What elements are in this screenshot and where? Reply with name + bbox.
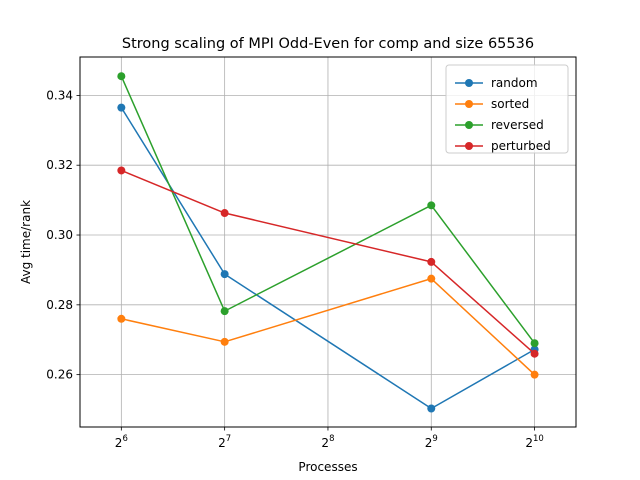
legend-item-random: random [455, 76, 538, 90]
sorted-line [121, 277, 536, 376]
x-axis-label: Processes [298, 460, 357, 474]
random-line [120, 107, 535, 410]
legend-item-perturbed: perturbed [455, 139, 551, 153]
legend-swatch-marker [465, 142, 473, 150]
chart-title: Strong scaling of MPI Odd-Even for comp … [122, 36, 534, 52]
legend-item-reversed: reversed [455, 118, 544, 132]
sorted-point [117, 314, 126, 323]
reversed-line [120, 75, 536, 344]
y-tick-label: 0.30 [46, 228, 73, 242]
legend-label: reversed [491, 118, 544, 132]
y-tick-label: 0.26 [46, 368, 73, 382]
x-tick-label: 26 [115, 434, 128, 450]
sorted-point [427, 274, 436, 283]
legend-box [445, 64, 569, 154]
legend-swatch-marker [465, 121, 473, 129]
perturbed-point [427, 257, 436, 266]
x-tick-label: 28 [321, 434, 334, 450]
perturbed-point [117, 166, 126, 175]
x-tick-label: 210 [525, 434, 543, 450]
legend-swatch-marker [465, 79, 473, 87]
legend-label: random [491, 76, 538, 90]
reversed-point [530, 339, 539, 348]
reversed-point [117, 72, 126, 81]
reversed-point [427, 201, 436, 210]
series-reversed [117, 72, 539, 348]
reversed-point [220, 307, 229, 316]
series-sorted [117, 274, 539, 379]
x-tick-label: 27 [218, 434, 231, 450]
legend-swatch-marker [465, 100, 473, 108]
random-point [117, 103, 126, 112]
series-perturbed [117, 166, 539, 358]
axis-ticks: 26 27 28 29 210 0.26 0.28 0.30 0.32 0.34 [46, 88, 544, 450]
legend-label: sorted [491, 97, 529, 111]
perturbed-point [530, 349, 539, 358]
perturbed-point [220, 209, 229, 218]
sorted-point [220, 337, 229, 346]
legend-label: perturbed [491, 139, 551, 153]
y-tick-label: 0.28 [46, 298, 73, 312]
legend-item-sorted: sorted [455, 97, 529, 111]
x-tick-label: 29 [425, 434, 438, 450]
random-point [427, 404, 436, 413]
perturbed-line [121, 169, 536, 355]
y-tick-label: 0.34 [46, 88, 73, 102]
y-axis-label: Avg time/rank [19, 200, 33, 284]
series-lines [117, 72, 539, 413]
random-point [220, 270, 229, 279]
legend: random sorted reversed perturbed [445, 64, 569, 154]
y-tick-label: 0.32 [46, 158, 73, 172]
sorted-point [530, 370, 539, 379]
